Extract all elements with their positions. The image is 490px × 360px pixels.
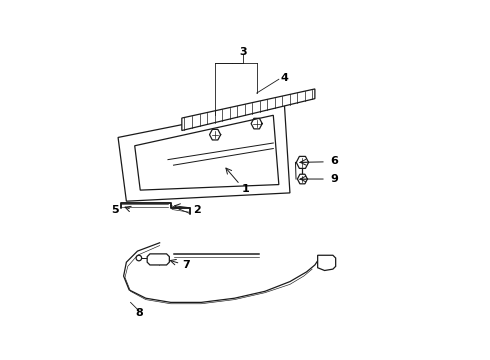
Text: 5: 5 — [112, 204, 119, 215]
Polygon shape — [318, 255, 336, 270]
Text: 6: 6 — [330, 156, 338, 166]
Text: 9: 9 — [330, 174, 338, 184]
Text: 7: 7 — [182, 260, 190, 270]
Text: 8: 8 — [135, 309, 143, 319]
Text: 1: 1 — [242, 184, 249, 194]
Text: 2: 2 — [193, 204, 201, 215]
Polygon shape — [182, 89, 315, 131]
Text: 4: 4 — [280, 73, 288, 84]
Text: 3: 3 — [239, 46, 246, 57]
Polygon shape — [147, 254, 170, 265]
